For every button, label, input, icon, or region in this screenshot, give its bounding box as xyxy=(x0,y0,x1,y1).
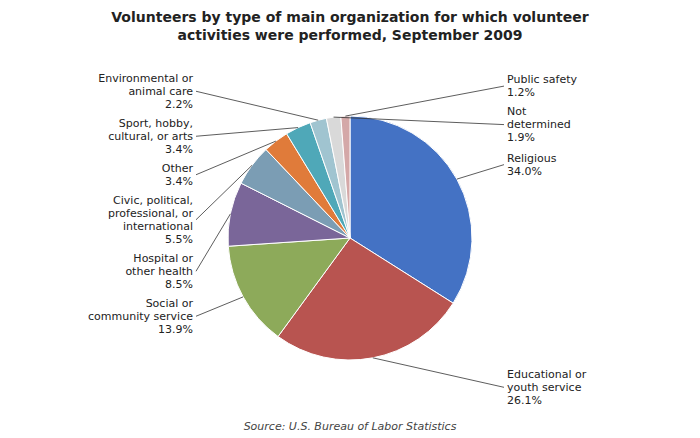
svg-text:Not: Not xyxy=(507,105,527,118)
svg-text:Environmental or: Environmental or xyxy=(98,72,193,85)
svg-text:5.5%: 5.5% xyxy=(165,233,193,246)
svg-text:animal care: animal care xyxy=(128,85,193,98)
svg-text:Religious: Religious xyxy=(507,152,557,165)
svg-text:Hospital or: Hospital or xyxy=(133,252,193,265)
svg-text:international: international xyxy=(123,220,193,233)
svg-text:Public safety: Public safety xyxy=(507,73,577,86)
svg-text:1.9%: 1.9% xyxy=(507,131,535,144)
svg-text:3.4%: 3.4% xyxy=(165,143,193,156)
svg-text:Civic, political,: Civic, political, xyxy=(113,194,193,207)
svg-text:13.9%: 13.9% xyxy=(158,323,193,336)
svg-text:8.5%: 8.5% xyxy=(165,278,193,291)
svg-text:Educational or: Educational or xyxy=(507,368,587,381)
svg-text:2.2%: 2.2% xyxy=(165,98,193,111)
svg-text:34.0%: 34.0% xyxy=(507,165,542,178)
svg-text:Social or: Social or xyxy=(146,297,194,310)
svg-text:3.4%: 3.4% xyxy=(165,175,193,188)
svg-text:youth service: youth service xyxy=(507,381,582,394)
svg-text:Volunteers by type of main org: Volunteers by type of main organization … xyxy=(111,9,588,25)
svg-text:1.2%: 1.2% xyxy=(507,86,535,99)
svg-text:professional, or: professional, or xyxy=(108,207,193,220)
svg-text:community service: community service xyxy=(88,310,193,323)
svg-text:Sport, hobby,: Sport, hobby, xyxy=(119,117,193,130)
svg-text:Other: Other xyxy=(162,162,194,175)
svg-text:cultural, or arts: cultural, or arts xyxy=(108,130,193,143)
svg-text:Source: U.S. Bureau of Labor S: Source: U.S. Bureau of Labor Statistics xyxy=(244,420,457,433)
svg-text:determined: determined xyxy=(507,118,571,131)
svg-text:activities were performed, Sep: activities were performed, September 200… xyxy=(177,27,522,43)
svg-text:other health: other health xyxy=(125,265,193,278)
svg-text:26.1%: 26.1% xyxy=(507,394,542,407)
